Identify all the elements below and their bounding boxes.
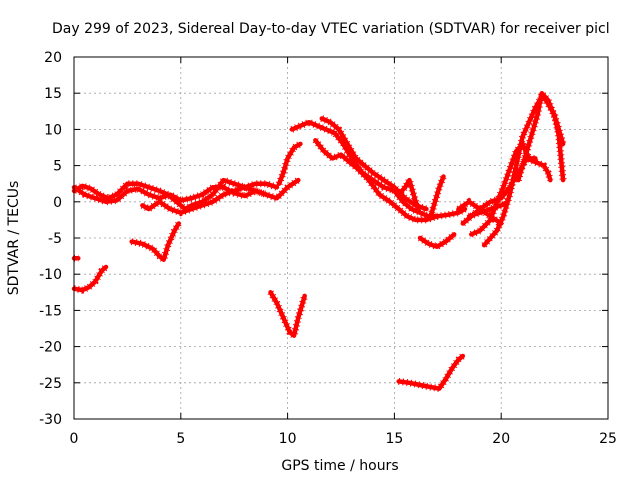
trace-start-neg-markers (73, 264, 109, 294)
trace-dip-10h-markers (267, 290, 309, 343)
trace-dip-16h (417, 231, 457, 251)
trace-dip-17h-markers (398, 353, 466, 393)
trace-hump-a-markers (290, 118, 467, 220)
trace-evening-d-line (481, 94, 566, 248)
x-tick-label: 25 (599, 431, 617, 447)
trace-evening-a-markers (456, 197, 504, 227)
trace-main-low2-markers (140, 183, 268, 217)
trace-evening-c-markers (469, 137, 536, 238)
y-tick-label: 10 (44, 122, 62, 138)
trace-spike-17 (427, 174, 447, 219)
trace-dip-16h-line (417, 232, 457, 249)
trace-evening-e-line (516, 90, 566, 183)
y-tick-label: 0 (53, 195, 62, 211)
y-tick-label: -10 (39, 267, 62, 283)
trace-hump-c (312, 138, 440, 224)
data-traces (71, 85, 567, 393)
x-tick-label: 10 (279, 431, 297, 447)
trace-hump-b-line (319, 116, 429, 212)
trace-dip-10h (267, 290, 309, 343)
trace-evening-d-markers (481, 91, 567, 248)
trace-main-upper (71, 175, 280, 214)
trace-dip-17h (396, 353, 466, 393)
trace-rise-a (275, 140, 303, 186)
y-tick-label: -5 (48, 231, 62, 247)
trace-main-upper-line (71, 177, 280, 212)
y-tick-label: 15 (44, 86, 62, 102)
x-tick-label: 0 (70, 431, 79, 447)
trace-start-neg (71, 264, 109, 294)
x-tick-label: 15 (385, 431, 403, 447)
trace-hump-a-line (289, 119, 468, 219)
y-tick-label: -30 (39, 412, 62, 428)
trace-rise-a-line (276, 141, 303, 186)
trace-night-tail (466, 198, 510, 220)
x-tick-label: 5 (176, 431, 185, 447)
trace-hump-b-markers (320, 115, 428, 213)
trace-hump-c-markers (312, 138, 439, 224)
y-tick-label: 5 (53, 159, 62, 175)
y-axis-label: SDTVAR / TECUs (6, 181, 22, 296)
y-tick-label: -20 (39, 340, 62, 356)
trace-dip-17h-line (396, 353, 466, 391)
trace-hump-a (289, 118, 468, 220)
trace-spike-15-line (396, 177, 421, 212)
trace-dip-4h-markers (130, 221, 182, 266)
x-tick-label: 20 (492, 431, 510, 447)
y-tick-label: 20 (44, 50, 62, 66)
trace-main-low2 (140, 183, 269, 217)
trace-hump-b (319, 115, 429, 213)
grid-lines (74, 57, 608, 419)
y-tick-label: -15 (39, 303, 62, 319)
x-axis-label: GPS time / hours (281, 458, 398, 474)
trace-evening-e (514, 85, 567, 183)
trace-spike-17-markers (427, 175, 447, 218)
trace-dip-4h (129, 221, 182, 266)
axes: 0 5 10 15 20 25 -30 -25 -20 -15 -10 -5 0 5 10 15 20 (39, 50, 617, 447)
trace-evening-d (481, 91, 567, 248)
y-tick-label: -25 (39, 376, 62, 392)
chart-title: Day 299 of 2023, Sidereal Day-to-day VTE… (52, 21, 610, 37)
trace-spike-15 (396, 171, 422, 212)
trace-night-tail-markers (468, 198, 510, 220)
